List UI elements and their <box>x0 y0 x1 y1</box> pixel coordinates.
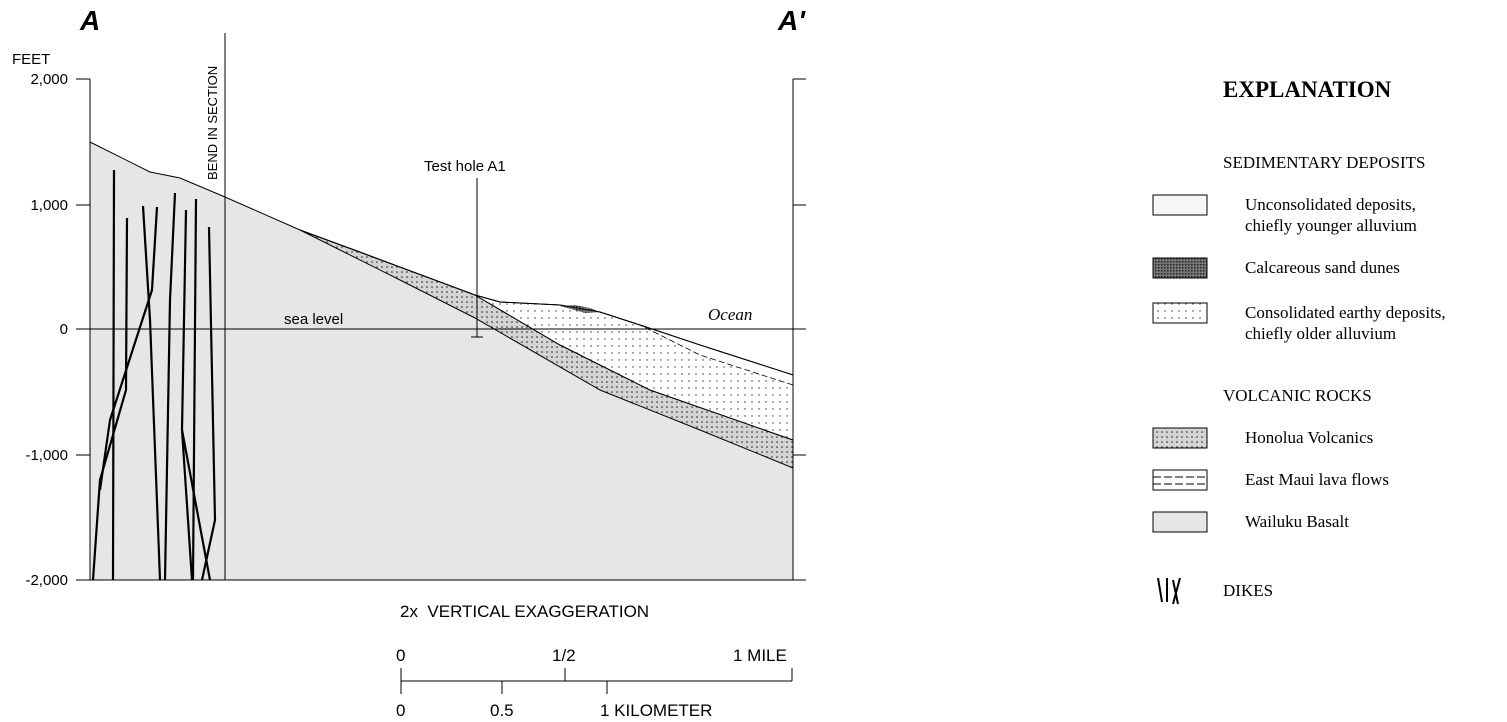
mile-label: 1/2 <box>552 646 576 665</box>
dikes-symbol <box>1157 577 1181 605</box>
scale-bar <box>400 668 793 694</box>
y-tick-label: -1,000 <box>25 447 68 464</box>
legend-swatch <box>1152 257 1208 279</box>
dike-symbol-line <box>1172 577 1181 605</box>
dike <box>111 169 116 581</box>
dike <box>98 206 159 491</box>
sea-level-label: sea level <box>284 311 343 328</box>
legend-heading: VOLCANIC ROCKS <box>1223 386 1372 405</box>
y-tick-label: 0 <box>60 321 68 338</box>
dike-symbol-line <box>1172 579 1179 605</box>
tick-marks: 2,000 1,000 0 -1,000 -2,000 <box>25 71 806 589</box>
legend-label: Consolidated earthy deposits, <box>1245 303 1446 322</box>
km-label: 0 <box>396 701 405 720</box>
explanation-title: EXPLANATION <box>1223 77 1392 102</box>
km-label: 1 KILOMETER <box>600 701 712 720</box>
dikes <box>91 169 217 581</box>
legend-swatch <box>1152 194 1208 216</box>
legend-label: Wailuku Basalt <box>1245 512 1349 531</box>
exaggeration-label: 2x VERTICAL EXAGGERATION <box>400 602 649 621</box>
mile-label: 1 MILE <box>733 646 787 665</box>
dike <box>180 429 212 581</box>
legend-swatch <box>1152 511 1208 533</box>
dike <box>163 192 177 581</box>
legend-label: Honolua Volcanics <box>1245 428 1373 447</box>
axes <box>89 33 794 581</box>
legend-label: Calcareous sand dunes <box>1245 258 1400 277</box>
right-section-label: A' <box>777 5 806 36</box>
km-label: 0.5 <box>490 701 514 720</box>
dike <box>191 198 198 581</box>
dike <box>141 205 162 581</box>
left-section-label: A <box>79 5 100 36</box>
legend-swatch-lines <box>1153 476 1207 485</box>
legend: SEDIMENTARY DEPOSITS Unconsolidated depos… <box>1152 153 1446 533</box>
legend-label: East Maui lava flows <box>1245 470 1389 489</box>
mile-label: 0 <box>396 646 405 665</box>
legend-heading: SEDIMENTARY DEPOSITS <box>1223 153 1426 172</box>
legend-swatch <box>1152 427 1208 449</box>
y-tick-label: 2,000 <box>30 71 68 88</box>
dikes-label: DIKES <box>1223 581 1273 600</box>
legend-label: chiefly younger alluvium <box>1245 216 1417 235</box>
bend-label: BEND IN SECTION <box>205 66 220 180</box>
y-tick-label: 1,000 <box>30 197 68 214</box>
legend-swatch <box>1152 302 1208 324</box>
dike <box>91 217 129 581</box>
test-hole-label: Test hole A1 <box>424 158 506 175</box>
legend-label: Unconsolidated deposits, <box>1245 195 1416 214</box>
y-tick-label: -2,000 <box>25 572 68 589</box>
wailuku-basalt <box>90 142 793 580</box>
land-surface <box>89 141 794 376</box>
unit-label: FEET <box>12 51 50 68</box>
legend-swatch <box>1152 469 1208 491</box>
legend-label: chiefly older alluvium <box>1245 324 1396 343</box>
dike-symbol-line <box>1157 577 1163 603</box>
ocean-label: Ocean <box>708 305 752 324</box>
